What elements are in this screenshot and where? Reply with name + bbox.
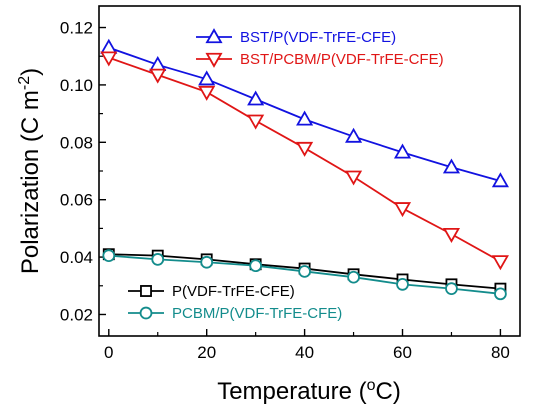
data-point [198,70,216,86]
x-tick-label: 60 [393,343,412,362]
legend-label: BST/PCBM/P(VDF-TrFE-CFE) [240,51,444,68]
data-point [100,38,118,54]
data-point [393,143,412,159]
y-tick-label: 0.10 [60,76,93,95]
legend-entry: BST/P(VDF-TrFE-CFE) [196,28,396,46]
data-point [296,110,314,126]
legend-bottom: P(VDF-TrFE-CFE) PCBM/P(VDF-TrFE-CFE) [128,283,342,322]
data-point [200,255,214,269]
data-point [100,51,118,67]
x-axis-title: Temperature (oC) [217,377,401,405]
data-point [396,277,409,291]
y-tick-label: 0.04 [60,248,93,267]
axis-ticks: 0 20 40 60 80 0.02 0.04 0.06 0.08 0.10 0.12 [60,19,510,362]
data-point [491,172,509,188]
data-point [494,287,507,301]
data-point [151,253,165,266]
series-3 [102,249,507,301]
data-point [345,127,363,143]
data-point [491,255,509,271]
data-point [205,52,223,68]
legend-entry: BST/PCBM/P(VDF-TrFE-CFE) [196,51,444,68]
y-axis-title: Polarization (C m-2) [16,68,44,274]
series-layer [100,38,509,301]
data-point [102,249,116,263]
series-1 [100,51,509,271]
y-tick-label: 0.06 [60,191,93,210]
data-point [345,170,363,186]
x-tick-label: 0 [104,343,113,362]
y-tick-label: 0.08 [60,133,93,152]
data-point [393,202,412,218]
data-point [442,158,461,174]
data-point [347,270,360,284]
legend-entry: P(VDF-TrFE-CFE) [128,283,295,300]
data-point [198,85,216,101]
y-tick-label: 0.12 [60,19,93,38]
data-point [247,90,265,106]
data-point [249,259,263,273]
x-tick-label: 20 [197,343,216,362]
data-point [442,227,461,243]
data-point [205,28,223,44]
data-point [296,141,314,157]
series-line [108,56,501,263]
legend-top: BST/P(VDF-TrFE-CFE) BST/PCBM/P(VDF-TrFE-C… [196,28,444,68]
data-point [247,114,265,130]
data-point [298,265,311,278]
data-point [139,306,153,320]
y-tick-label: 0.02 [60,305,93,324]
data-point [149,68,167,84]
legend-label: P(VDF-TrFE-CFE) [172,283,295,300]
legend-entry: PCBM/P(VDF-TrFE-CFE) [128,305,342,322]
data-point [140,285,152,297]
legend-label: PCBM/P(VDF-TrFE-CFE) [172,305,342,322]
x-tick-label: 80 [491,343,510,362]
data-point [445,282,458,296]
legend-label: BST/P(VDF-TrFE-CFE) [240,29,396,46]
x-tick-label: 40 [295,343,314,362]
